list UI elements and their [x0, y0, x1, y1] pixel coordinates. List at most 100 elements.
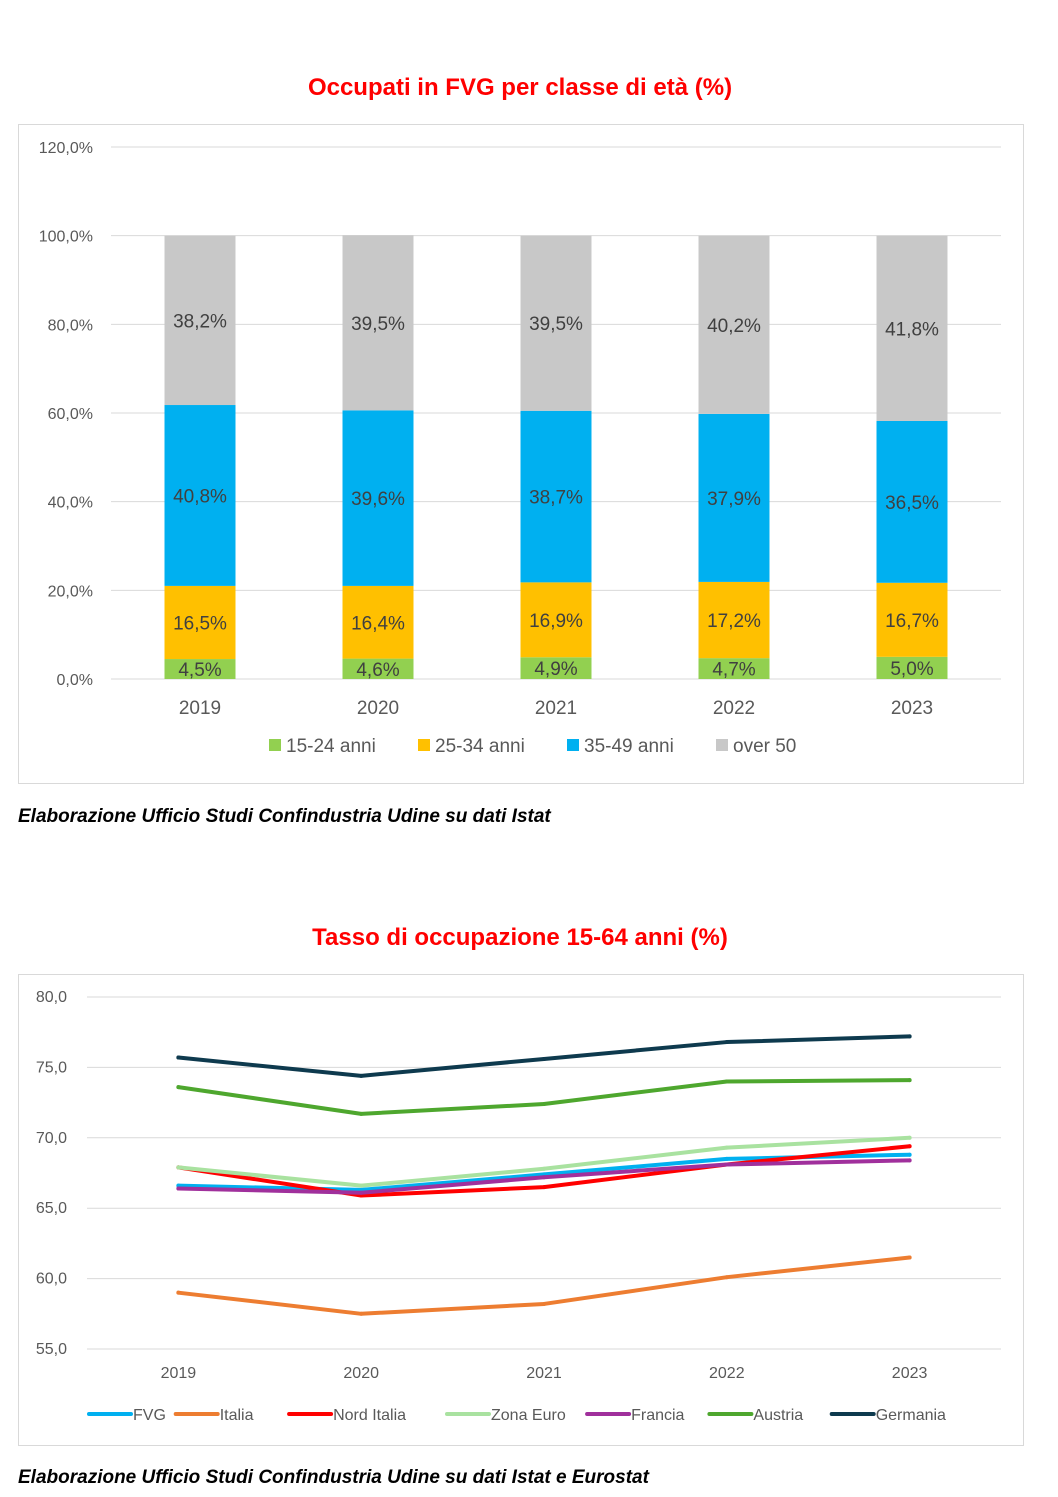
chart1-y-tick-label: 60,0%	[48, 406, 93, 423]
chart2-y-tick-label: 65,0	[36, 1200, 67, 1217]
chart2-point-francia-2019	[176, 1186, 181, 1191]
chart2-y-tick-label: 80,0	[36, 989, 67, 1006]
chart1-bar-over-50-2021	[520, 235, 592, 411]
chart2-x-tick-label: 2023	[892, 1365, 928, 1382]
chart2-y-tick-label: 75,0	[36, 1059, 67, 1076]
chart2-x-tick-label: 2020	[343, 1365, 379, 1382]
chart1-x-tick-label: 2022	[713, 698, 755, 719]
chart1-source-note: Elaborazione Ufficio Studi Confindustria…	[18, 806, 551, 827]
chart2-point-nord-italia-2021	[542, 1185, 546, 1190]
chart1-data-label: 38,2%	[173, 311, 227, 332]
chart1-title: Occupati in FVG per classe di età (%)	[307, 74, 733, 101]
chart1-data-label: 16,4%	[351, 613, 405, 634]
chart1-x-tick-label: 2019	[179, 698, 221, 719]
chart1-y-tick-label: 0,0%	[57, 672, 93, 689]
chart1-y-tick-label: 20,0%	[48, 583, 93, 600]
chart1-y-tick-label: 40,0%	[48, 495, 93, 512]
chart2-point-italia-2022	[724, 1275, 729, 1280]
chart2-point-nord-italia-2023	[907, 1144, 912, 1149]
chart2-point-italia-2023	[907, 1255, 912, 1260]
chart2-y-tick-label: 55,0	[36, 1341, 67, 1358]
chart2-point-austria-2020	[359, 1111, 364, 1116]
chart2-point-francia-2020	[359, 1190, 364, 1195]
chart2-x-tick-label: 2021	[526, 1365, 562, 1382]
chart2-point-germania-2020	[359, 1073, 364, 1078]
chart1-bar-15-24-anni-2021	[520, 657, 592, 679]
chart2-point-italia-2021	[542, 1301, 546, 1306]
chart2-point-austria-2019	[176, 1085, 181, 1090]
chart1-data-label: 16,5%	[173, 613, 227, 634]
chart1-y-tick-label: 120,0%	[39, 140, 93, 157]
chart1-data-label: 38,7%	[529, 488, 583, 509]
chart1-data-label: 39,5%	[529, 314, 583, 335]
chart2-point-zona-euro-2020	[359, 1183, 364, 1188]
chart2-title: Tasso di occupazione 15-64 anni (%)	[312, 924, 728, 951]
chart2-line-chart: 55,0 60,0 65,0 70,0 75,0 80,0 2019 2020 2021 2022…	[36, 989, 1001, 1424]
chart2-point-zona-euro-2023	[907, 1135, 912, 1140]
chart1-bar-25-34-anni-2022	[698, 581, 770, 659]
chart2-point-francia-2023	[907, 1158, 912, 1163]
chart1-data-label: 4,9%	[534, 659, 577, 680]
chart1-bar-over-50-2023	[876, 235, 948, 421]
chart1-legend-swatch-over-50	[716, 739, 728, 751]
chart1-frame: 0,0% 20,0% 40,0% 60,0% 80,0% 100,0% 120,0% 4,5%…	[18, 124, 1024, 784]
chart1-data-label: 40,8%	[173, 486, 227, 507]
chart2-point-fvg-2022	[724, 1156, 729, 1161]
chart1-data-label: 39,6%	[351, 489, 405, 510]
chart2-point-zona-euro-2022	[724, 1145, 729, 1150]
chart1-bar-35-49-anni-2020	[342, 410, 414, 586]
chart2-point-germania-2023	[907, 1034, 912, 1039]
chart1-bar-25-34-anni-2023	[876, 582, 948, 657]
chart2-legend-label: Germania	[876, 1407, 946, 1424]
chart1-y-tick-label: 80,0%	[48, 317, 93, 334]
chart2-x-tick-label: 2019	[161, 1365, 197, 1382]
chart1-data-label: 4,6%	[356, 660, 399, 681]
chart1-bar-25-34-anni-2020	[342, 585, 414, 659]
chart2-frame: 55,0 60,0 65,0 70,0 75,0 80,0 2019 2020 2021 2022…	[18, 974, 1024, 1446]
chart1-bar-over-50-2022	[698, 235, 770, 414]
chart1-legend-swatch-25-34-anni	[418, 739, 430, 751]
chart1-legend-swatch-35-49-anni	[567, 739, 579, 751]
chart1-data-label: 4,5%	[178, 660, 221, 681]
chart1-legend-label: 15-24 anni	[286, 736, 376, 757]
chart1-data-label: 36,5%	[885, 493, 939, 514]
chart2-point-fvg-2023	[907, 1152, 912, 1157]
chart2-x-tick-label: 2022	[709, 1365, 745, 1382]
chart2-legend-label: Austria	[753, 1407, 803, 1424]
chart1-legend-swatch-15-24-anni	[269, 739, 281, 751]
chart2-point-germania-2022	[724, 1040, 729, 1045]
chart2-legend-label: FVG	[133, 1407, 166, 1424]
chart1-bar-35-49-anni-2021	[520, 410, 592, 583]
chart2-point-austria-2023	[907, 1078, 912, 1083]
chart1-x-tick-label: 2023	[891, 698, 933, 719]
chart1-legend-label: over 50	[733, 736, 796, 757]
chart1-stacked-bar-chart: 0,0% 20,0% 40,0% 60,0% 80,0% 100,0% 120,0% 4,5%…	[39, 140, 1001, 757]
chart1-bar-15-24-anni-2023	[876, 656, 948, 679]
chart1-legend-label: 25-34 anni	[435, 736, 525, 757]
chart1-bar-over-50-2019	[164, 235, 236, 406]
chart2-point-italia-2020	[359, 1311, 364, 1316]
chart1-legend-label: 35-49 anni	[584, 736, 674, 757]
chart2-legend-label: Italia	[220, 1407, 254, 1424]
chart2-point-austria-2022	[724, 1079, 729, 1084]
chart1-x-tick-label: 2020	[357, 698, 399, 719]
chart1-bar-over-50-2020	[342, 235, 414, 411]
chart1-data-label: 39,5%	[351, 314, 405, 335]
chart2-point-germania-2021	[542, 1056, 546, 1061]
chart1-x-tick-label: 2021	[535, 698, 577, 719]
chart1-y-tick-label: 100,0%	[39, 229, 93, 246]
chart2-line-germania	[176, 1034, 912, 1078]
chart1-data-label: 5,0%	[890, 659, 933, 680]
chart1-data-label: 16,9%	[529, 611, 583, 632]
chart2-legend-label: Nord Italia	[333, 1407, 406, 1424]
chart1-bar-15-24-anni-2019	[164, 659, 236, 679]
chart1-bar-15-24-anni-2022	[698, 658, 770, 679]
chart2-y-tick-label: 70,0	[36, 1130, 67, 1147]
chart2-y-tick-label: 60,0	[36, 1271, 67, 1288]
chart1-bar-25-34-anni-2019	[164, 585, 236, 660]
chart1-bar-35-49-anni-2022	[698, 413, 770, 582]
chart1-bar-25-34-anni-2021	[520, 582, 592, 658]
chart1-data-label: 16,7%	[885, 611, 939, 632]
chart2-point-zona-euro-2019	[176, 1165, 181, 1170]
chart2-source-note: Elaborazione Ufficio Studi Confindustria…	[18, 1467, 649, 1488]
